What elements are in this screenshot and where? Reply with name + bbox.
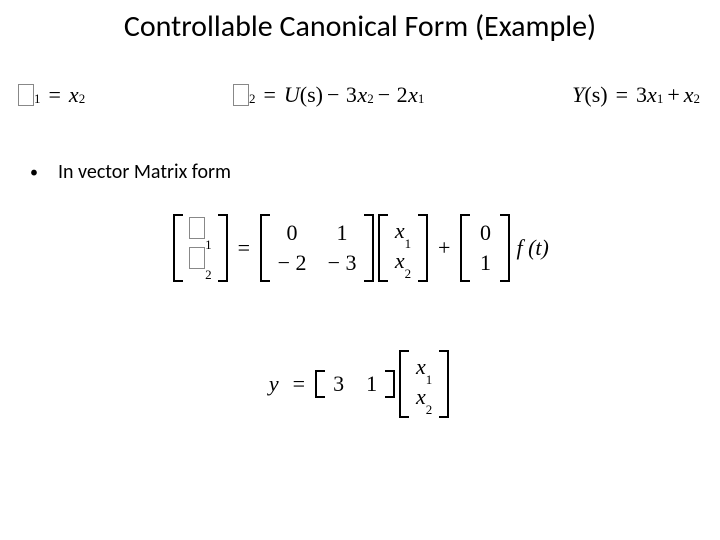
equals-sign: = <box>238 235 250 261</box>
C-2: 1 <box>366 371 377 397</box>
state-equation: 1 2 = 0 1 − 2 − 3 <box>0 214 720 282</box>
plus-sign: + <box>438 235 450 261</box>
output-equation: y = 3 1 x1 x2 <box>0 350 720 418</box>
A-22: − 3 <box>326 250 358 276</box>
equals-sign: = <box>49 82 61 108</box>
eq2-Uarg: (s) <box>300 82 323 108</box>
x2-r2s: 2 <box>426 402 433 417</box>
equation-row: 1 = x 2 2 = U (s) − 3 x 2 − 2 x 1 Y (s) … <box>0 82 720 108</box>
missing-glyph-icon <box>18 84 34 106</box>
bullet-text: In vector Matrix form <box>58 160 231 184</box>
equals-sign: = <box>616 82 628 108</box>
x2-r1v: x <box>416 354 426 379</box>
eq2-t2v: x <box>408 82 418 108</box>
y-var: y <box>269 371 279 397</box>
A-11: 0 <box>276 220 308 246</box>
equals-sign: = <box>263 82 275 108</box>
B-2: 1 <box>476 250 494 276</box>
eq2-t1v: x <box>357 82 367 108</box>
A-12: 1 <box>326 220 358 246</box>
x-r1s: 1 <box>405 236 412 251</box>
eq1-rhs-var: x <box>69 82 79 108</box>
C-1: 3 <box>333 371 344 397</box>
eq1-rhs-sub: 2 <box>79 91 86 107</box>
vector-xdot: 1 2 <box>173 214 228 282</box>
eq2-t2s: 1 <box>418 91 425 107</box>
vector-x: x1 x2 <box>378 214 428 282</box>
eq2-lhs-sub: 2 <box>249 91 256 107</box>
eq-xdot2: 2 = U (s) − 3 x 2 − 2 x 1 <box>233 82 424 108</box>
eq2-t1s: 2 <box>367 91 374 107</box>
vector-x-out: x1 x2 <box>399 350 449 418</box>
x2-r1s: 1 <box>426 372 433 387</box>
missing-glyph-icon <box>189 247 205 269</box>
x-r2s: 2 <box>405 266 412 281</box>
matrix-B: 0 1 <box>460 214 510 282</box>
eq1-lhs-sub: 1 <box>34 91 41 107</box>
eq3-Y: Y <box>572 82 584 108</box>
missing-glyph-icon <box>189 217 205 239</box>
x-r2v: x <box>395 248 405 273</box>
bullet-line: • In vector Matrix form <box>30 160 231 184</box>
eq3-t1v: x <box>647 82 657 108</box>
xdot-r1s: 1 <box>205 237 212 252</box>
matrix-A: 0 1 − 2 − 3 <box>260 214 374 282</box>
A-21: − 2 <box>276 250 308 276</box>
bullet-dot-icon: • <box>30 163 38 182</box>
eq3-t1s: 1 <box>657 91 664 107</box>
eq-output: Y (s) = 3 x 1 + x 2 <box>572 82 700 108</box>
eq3-t1c: 3 <box>636 82 647 108</box>
eq-xdot1: 1 = x 2 <box>18 82 85 108</box>
xdot-r2s: 2 <box>205 267 212 282</box>
matrix-C: 3 1 <box>315 370 395 398</box>
plus-sign: + <box>667 82 679 108</box>
eq2-U: U <box>284 82 300 108</box>
missing-glyph-icon <box>233 84 249 106</box>
B-1: 0 <box>476 220 494 246</box>
x-r1v: x <box>395 218 405 243</box>
eq2-t2c: − 2 <box>378 82 408 108</box>
equals-sign: = <box>293 371 305 397</box>
eq3-t2v: x <box>684 82 694 108</box>
eq3-arg: (s) <box>584 82 607 108</box>
input-fn: f (t) <box>516 235 548 261</box>
x2-r2v: x <box>416 384 426 409</box>
eq2-t1c: − 3 <box>327 82 357 108</box>
slide-title: Controllable Canonical Form (Example) <box>0 8 720 45</box>
eq3-t2s: 2 <box>694 91 701 107</box>
